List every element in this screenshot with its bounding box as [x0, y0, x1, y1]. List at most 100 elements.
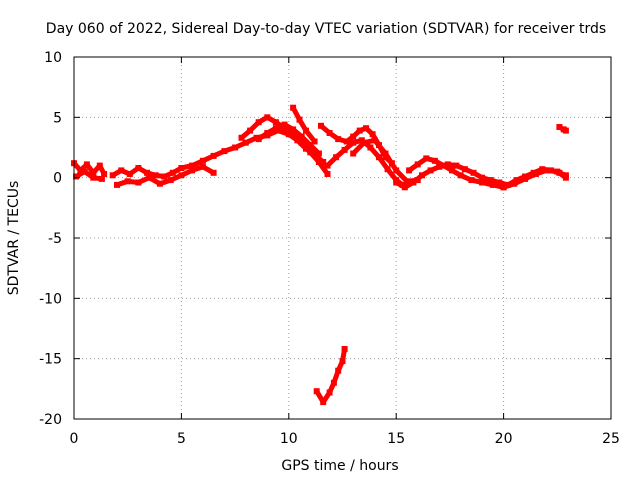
data-point	[410, 179, 417, 186]
data-point	[522, 175, 529, 182]
data-point	[307, 142, 314, 149]
data-point	[318, 122, 324, 129]
data-point	[511, 180, 518, 187]
data-point	[419, 172, 425, 179]
data-point	[178, 165, 185, 171]
data-point	[255, 119, 262, 126]
data-point	[303, 127, 309, 134]
data-point	[77, 167, 84, 174]
y-tick-label: 5	[53, 110, 62, 126]
data-point	[90, 174, 97, 181]
data-point	[326, 130, 333, 136]
data-point	[554, 168, 561, 175]
data-point	[335, 136, 342, 143]
data-point	[90, 169, 97, 176]
data-point	[556, 124, 563, 130]
x-tick-label: 0	[70, 431, 79, 447]
data-point	[242, 139, 249, 146]
data-point	[431, 157, 438, 164]
data-point	[487, 177, 494, 184]
data-point	[169, 169, 176, 176]
data-point	[403, 178, 410, 185]
data-point	[440, 162, 447, 169]
x-tick-label: 20	[495, 431, 513, 447]
data-point	[73, 173, 80, 180]
x-axis-label: GPS time / hours	[281, 458, 398, 474]
data-point	[330, 379, 337, 386]
data-point	[313, 388, 320, 395]
data-point	[144, 169, 150, 176]
data-point	[361, 139, 367, 146]
data-point	[343, 138, 350, 145]
data-point	[427, 167, 434, 174]
data-point	[114, 181, 120, 188]
data-point	[290, 131, 297, 138]
data-point	[320, 159, 327, 165]
data-point	[367, 144, 374, 151]
data-point	[479, 174, 486, 181]
data-trace	[350, 137, 421, 184]
data-point	[161, 173, 168, 180]
data-point	[496, 179, 503, 186]
data-point	[406, 167, 413, 174]
data-point	[311, 138, 318, 145]
data-point	[350, 139, 357, 146]
data-point	[296, 116, 303, 123]
data-point	[81, 168, 88, 175]
data-point	[298, 139, 305, 146]
data-point	[109, 172, 116, 179]
y-tick-label: -5	[48, 231, 62, 247]
data-point	[333, 154, 340, 161]
data-point	[335, 367, 342, 374]
data-point	[320, 399, 327, 406]
chart-title: Day 060 of 2022, Sidereal Day-to-day VTE…	[46, 21, 606, 37]
data-point	[238, 134, 245, 141]
data-point	[281, 125, 288, 132]
data-point	[255, 136, 262, 143]
data-point	[350, 133, 357, 140]
data-point	[376, 154, 382, 161]
data-point	[324, 171, 331, 177]
data-point	[156, 180, 163, 187]
data-point	[326, 389, 333, 396]
data-point	[339, 358, 346, 365]
data-point	[315, 159, 322, 165]
data-trace	[114, 164, 217, 188]
data-point	[369, 131, 376, 138]
data-point	[189, 167, 196, 174]
data-point	[135, 179, 142, 186]
data-point	[384, 166, 391, 173]
data-point	[210, 152, 217, 159]
data-point	[189, 162, 196, 169]
y-tick-label: 0	[53, 171, 62, 187]
grid-layer	[74, 57, 611, 419]
data-point	[457, 172, 464, 179]
data-point	[489, 181, 496, 188]
data-point	[199, 157, 206, 164]
data-trace	[73, 169, 105, 182]
data-point	[444, 161, 451, 168]
data-point	[532, 171, 539, 177]
data-point	[290, 104, 297, 111]
data-point	[562, 127, 569, 134]
y-tick-label: -15	[39, 352, 62, 368]
data-point	[315, 150, 322, 157]
data-point	[453, 162, 460, 169]
data-point	[324, 162, 331, 169]
data-point	[167, 177, 174, 184]
data-point	[281, 121, 288, 128]
tick-layer: 0 5 10 15 20 25 -20 -15 -10 -5 0 5 10	[39, 50, 620, 447]
data-point	[341, 346, 348, 352]
x-tick-label: 10	[280, 431, 298, 447]
data-point	[221, 148, 228, 155]
data-point	[247, 127, 254, 134]
data-point	[562, 174, 569, 181]
data-point	[290, 126, 297, 133]
data-point	[423, 155, 430, 162]
data-point	[298, 133, 305, 140]
data-point	[101, 171, 108, 177]
data-point	[146, 174, 153, 181]
data-point	[307, 149, 314, 156]
data-point	[272, 119, 279, 126]
